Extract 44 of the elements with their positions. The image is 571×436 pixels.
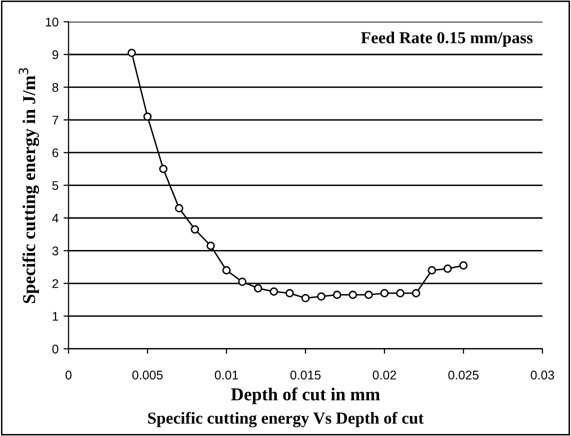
point bbox=[459, 261, 468, 270]
point bbox=[317, 292, 326, 301]
point bbox=[301, 294, 310, 302]
point bbox=[286, 289, 294, 298]
point bbox=[380, 289, 389, 298]
y-tick-label: 7 bbox=[52, 116, 58, 124]
y-tick-label: 3 bbox=[52, 246, 58, 256]
point bbox=[206, 242, 215, 250]
point bbox=[159, 164, 168, 174]
y-tick-label: 6 bbox=[52, 148, 58, 158]
x-tick-label: 0.01 bbox=[214, 370, 238, 380]
annotation: Feed Rate 0.15 mm/pass bbox=[361, 32, 533, 47]
point bbox=[174, 204, 184, 212]
point bbox=[412, 289, 420, 298]
y-tick-label: 9 bbox=[52, 50, 58, 60]
x-tick-label: 0 bbox=[66, 370, 72, 380]
point bbox=[396, 289, 404, 298]
x-tick-label: 0.02 bbox=[372, 370, 396, 380]
point bbox=[190, 225, 200, 234]
point bbox=[254, 284, 262, 292]
y-axis-title: Specific cutting energy in J/m$^{3}$ bbox=[18, 68, 40, 304]
point bbox=[238, 278, 246, 286]
y-tick-label: 8 bbox=[52, 83, 58, 92]
point bbox=[443, 264, 452, 273]
point bbox=[222, 266, 231, 274]
y-tick-label: 10 bbox=[46, 18, 58, 26]
point bbox=[128, 48, 136, 58]
x-tick-label: 0.03 bbox=[530, 370, 554, 380]
point bbox=[364, 290, 373, 300]
y-tick-label: 4 bbox=[52, 214, 58, 223]
text: Specific cutting energy Vs Depth of cut bbox=[148, 412, 424, 428]
y-tick-label: 1 bbox=[52, 312, 58, 321]
y-tick-label: 5 bbox=[52, 181, 58, 190]
point bbox=[332, 290, 342, 300]
point bbox=[270, 287, 278, 296]
x-axis-title: Depth of cut in mm bbox=[231, 388, 380, 404]
x-tick-label: 0.025 bbox=[448, 370, 479, 380]
y-tick-label: 0 bbox=[52, 344, 58, 354]
point bbox=[143, 112, 152, 121]
x-tick-label: 0.005 bbox=[132, 370, 163, 380]
y-tick-label: 2 bbox=[52, 279, 58, 288]
x-tick-label: 0.015 bbox=[290, 370, 321, 380]
point bbox=[348, 290, 358, 300]
point bbox=[428, 266, 436, 274]
